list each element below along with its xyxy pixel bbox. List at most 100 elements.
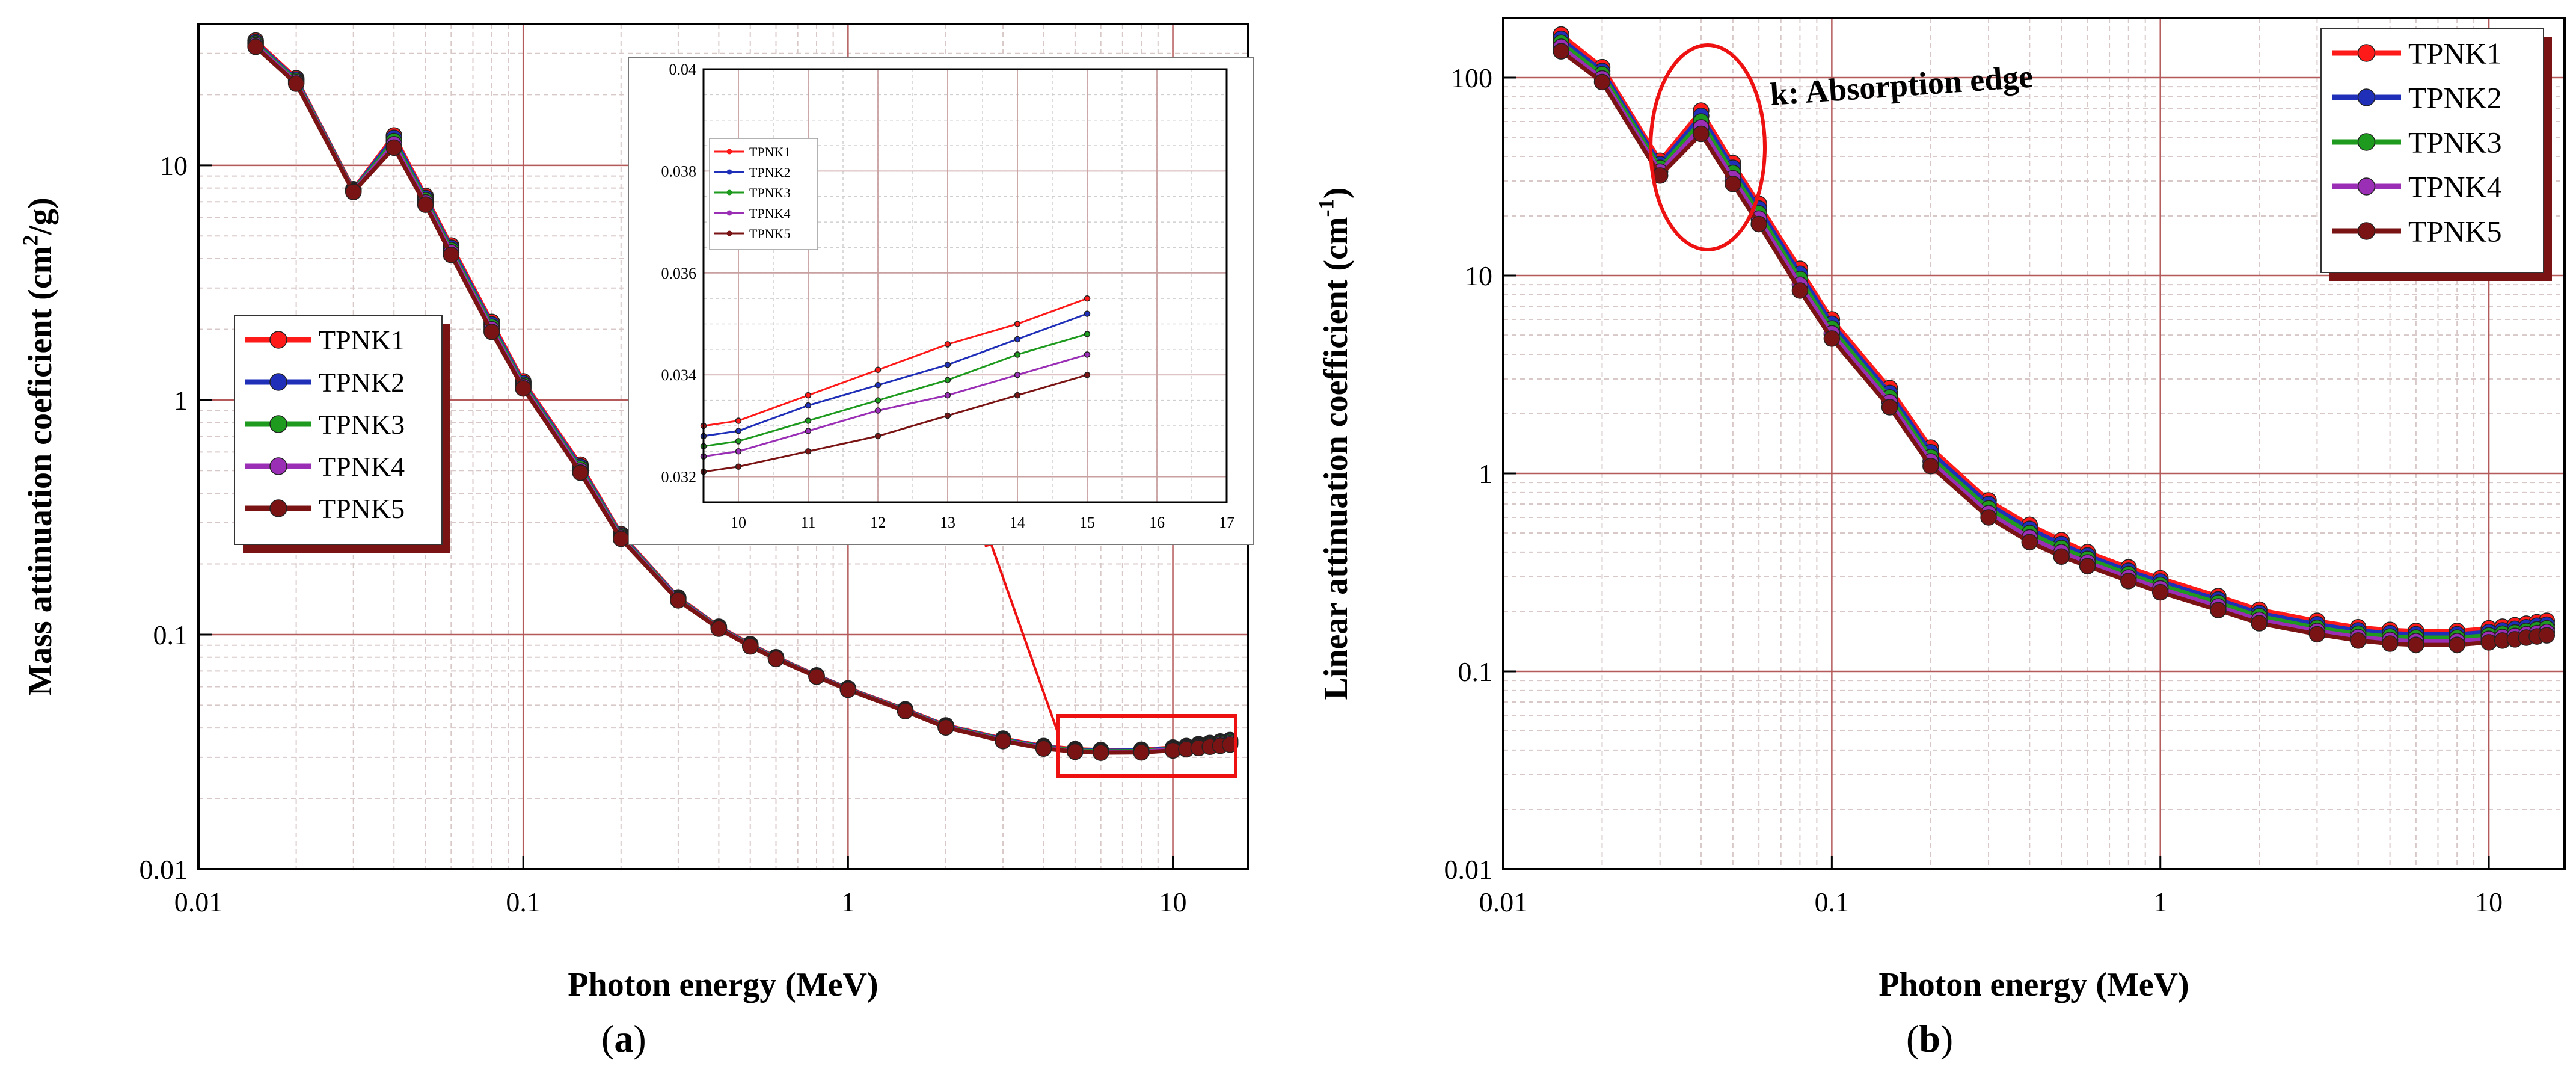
highlight-box [1056,714,1237,778]
y-axis-label: Mass attinuation coeficient (cm2/g) [19,197,59,696]
data-point-tpnk4 [874,407,882,414]
data-point-tpnk5 [839,681,857,698]
data-point-tpnk5 [572,464,589,481]
y-tick-label: 1 [174,385,188,416]
data-point-tpnk4 [805,428,812,434]
legend-marker-tpnk2 [269,373,287,391]
legend-marker-tpnk2 [2357,88,2376,106]
data-point-tpnk5 [483,324,500,340]
data-point-tpnk1 [874,366,882,374]
plot-frame [1502,17,2566,870]
legend-marker-tpnk3 [269,415,287,433]
legend-marker-tpnk1 [269,331,287,349]
data-point-tpnk1 [1084,295,1091,302]
data-point-tpnk4 [1084,351,1091,358]
data-point-tpnk5 [2021,534,2038,550]
inset-legend-label-tpnk4: TPNK4 [749,206,790,221]
legend-marker-tpnk5 [2357,222,2376,240]
legend-marker-tpnk5 [269,499,287,517]
data-point-tpnk3 [944,377,951,383]
y-tick-label: 0.01 [140,854,188,885]
legend-label-tpnk5: TPNK5 [2408,215,2502,248]
data-point-tpnk5 [1791,282,1809,299]
data-point-tpnk1 [944,341,951,348]
inset-legend-marker-tpnk2 [726,169,732,175]
inset-x-tick-label: 14 [1010,514,1025,531]
data-point-tpnk5 [1014,392,1021,399]
data-point-tpnk5 [2308,626,2326,643]
data-point-tpnk5 [287,75,305,92]
highlight-arrow [988,538,1060,734]
data-point-tpnk5 [2120,573,2137,590]
data-point-tpnk5 [247,38,264,55]
data-point-tpnk3 [1084,331,1091,337]
x-axis-label: Photon energy (MeV) [1878,966,2189,1003]
data-point-tpnk5 [897,703,914,719]
inset-y-tick-label: 0.034 [661,366,697,384]
legend-label-tpnk2: TPNK2 [319,367,405,398]
legend-label-tpnk5: TPNK5 [319,493,405,524]
data-point-tpnk5 [515,380,532,397]
x-tick-label: 0.01 [174,887,223,917]
chart-b: 0.01 0.1 1 10 0.01 0.1 1 10 100 Photon energy (Me… [1314,17,2566,1003]
data-point-tpnk1 [735,417,742,424]
inset-x-tick-label: 15 [1079,514,1095,531]
inset-background [628,57,1254,545]
x-axis-label: Photon energy (MeV) [568,966,878,1003]
data-point-tpnk5 [613,530,630,547]
legend-label-tpnk4: TPNK4 [2408,170,2502,204]
data-point-tpnk2 [735,428,742,434]
data-point-tpnk5 [2151,583,2169,601]
data-point-tpnk5 [1823,330,1841,347]
inset-x-tick-label: 10 [731,514,746,531]
x-tick-label: 1 [841,887,855,917]
y-tick-label: 0.1 [153,620,188,650]
data-point-tpnk1 [1014,321,1021,327]
inset-x-tick-label: 17 [1219,514,1234,531]
legend-marker-tpnk1 [2357,44,2376,62]
x-tick-label: 0.01 [1479,887,1528,917]
data-point-tpnk5 [808,668,825,685]
inset-x-tick-label: 12 [870,514,886,531]
data-point-tpnk5 [417,196,434,213]
data-point-tpnk5 [937,719,954,736]
inset-frame [702,68,1228,503]
data-point-tpnk3 [874,397,882,404]
inset-x-tick-label: 11 [800,514,815,531]
data-point-tpnk5 [345,183,362,200]
data-point-tpnk5 [1693,125,1710,143]
data-point-tpnk5 [1750,215,1767,233]
inset-legend-marker-tpnk3 [726,189,732,196]
inset-chart: 10 11 12 13 14 15 16 17 0.032 0.034 0.036 0.038 0.04… [628,57,1254,545]
data-point-tpnk2 [1014,336,1021,343]
data-point-tpnk5 [735,463,742,470]
absorption-edge-ellipse [1649,43,1767,251]
y-tick-label: 0.01 [1444,854,1493,885]
data-point-tpnk3 [1014,351,1021,358]
inset-x-tick-label: 16 [1149,514,1165,531]
legend-marker-tpnk3 [2357,133,2376,151]
data-point-tpnk3 [805,417,812,424]
data-point-tpnk5 [944,412,951,419]
data-point-tpnk4 [735,448,742,455]
y-tick-label: 100 [1451,63,1492,93]
data-point-tpnk5 [1084,371,1091,378]
x-tick-label: 0.1 [1815,887,1850,917]
data-point-tpnk5 [1035,740,1052,757]
panel-label-a: (a) [601,1017,646,1060]
data-point-tpnk5 [443,247,460,263]
data-point-tpnk5 [1593,73,1611,91]
inset-y-tick-label: 0.036 [661,265,697,282]
data-point-tpnk5 [1980,509,1997,526]
data-point-tpnk5 [2349,632,2367,649]
data-point-tpnk5 [1922,457,1939,475]
legend-marker-tpnk4 [2357,177,2376,196]
y-tick-label: 10 [160,150,188,181]
data-point-tpnk5 [1092,744,1109,761]
data-point-tpnk5 [2053,548,2070,565]
data-point-tpnk5 [1553,43,1569,60]
data-point-tpnk2 [805,402,812,409]
data-point-tpnk5 [2210,602,2227,618]
